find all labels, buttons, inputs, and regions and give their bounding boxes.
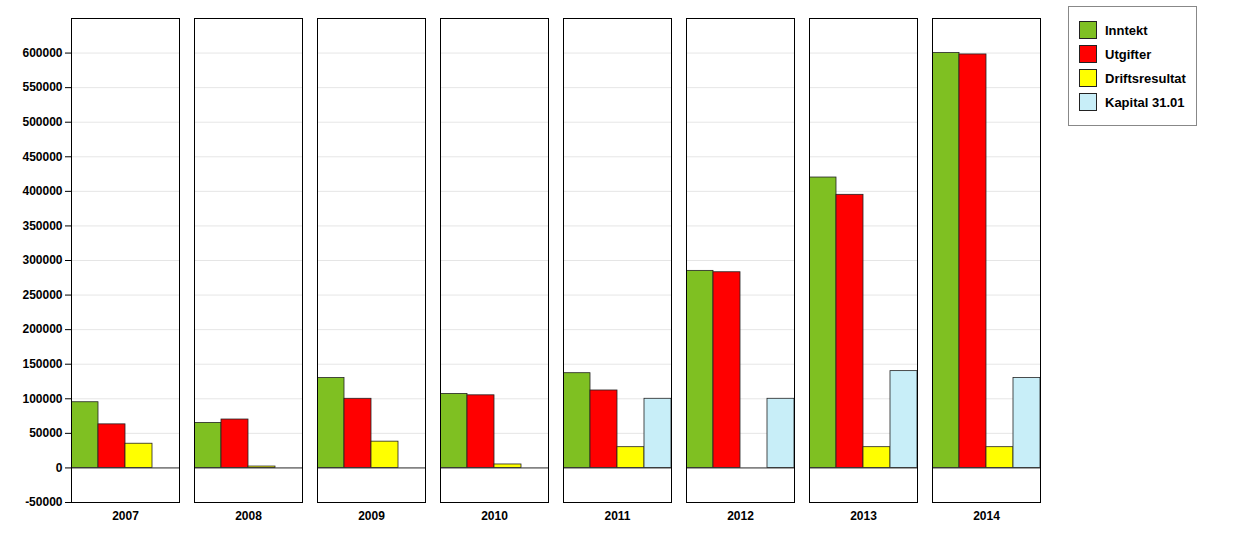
svg-text:0: 0 bbox=[56, 461, 63, 475]
html-text:Kapital 31.01: Kapital 31.01 bbox=[1105, 94, 1185, 110]
svg-text:-50000: -50000 bbox=[25, 495, 63, 509]
html-text:Driftsresultat: Driftsresultat bbox=[1105, 70, 1186, 86]
svg-text:150000: 150000 bbox=[22, 357, 62, 371]
svg-text:550000: 550000 bbox=[22, 80, 62, 94]
svg-text:400000: 400000 bbox=[22, 184, 62, 198]
svg-text:100000: 100000 bbox=[22, 392, 62, 406]
svg-text:2012: 2012 bbox=[727, 509, 754, 523]
html-text:Utgifter: Utgifter bbox=[1105, 46, 1152, 62]
html-text:Inntekt: Inntekt bbox=[1105, 22, 1148, 38]
svg-text:300000: 300000 bbox=[22, 253, 62, 267]
svg-text:2014: 2014 bbox=[973, 509, 1000, 523]
svg-text:2007: 2007 bbox=[112, 509, 139, 523]
svg-text:350000: 350000 bbox=[22, 219, 62, 233]
svg-text:200000: 200000 bbox=[22, 322, 62, 336]
svg-text:50000: 50000 bbox=[29, 426, 63, 440]
svg-text:2011: 2011 bbox=[604, 509, 630, 523]
svg-text:600000: 600000 bbox=[22, 46, 62, 60]
svg-text:450000: 450000 bbox=[22, 150, 62, 164]
svg-text:500000: 500000 bbox=[22, 115, 62, 129]
svg-text:2013: 2013 bbox=[850, 509, 877, 523]
svg-text:250000: 250000 bbox=[22, 288, 62, 302]
svg-text:2009: 2009 bbox=[358, 509, 385, 523]
svg-text:2010: 2010 bbox=[481, 509, 508, 523]
svg-text:2008: 2008 bbox=[235, 509, 262, 523]
